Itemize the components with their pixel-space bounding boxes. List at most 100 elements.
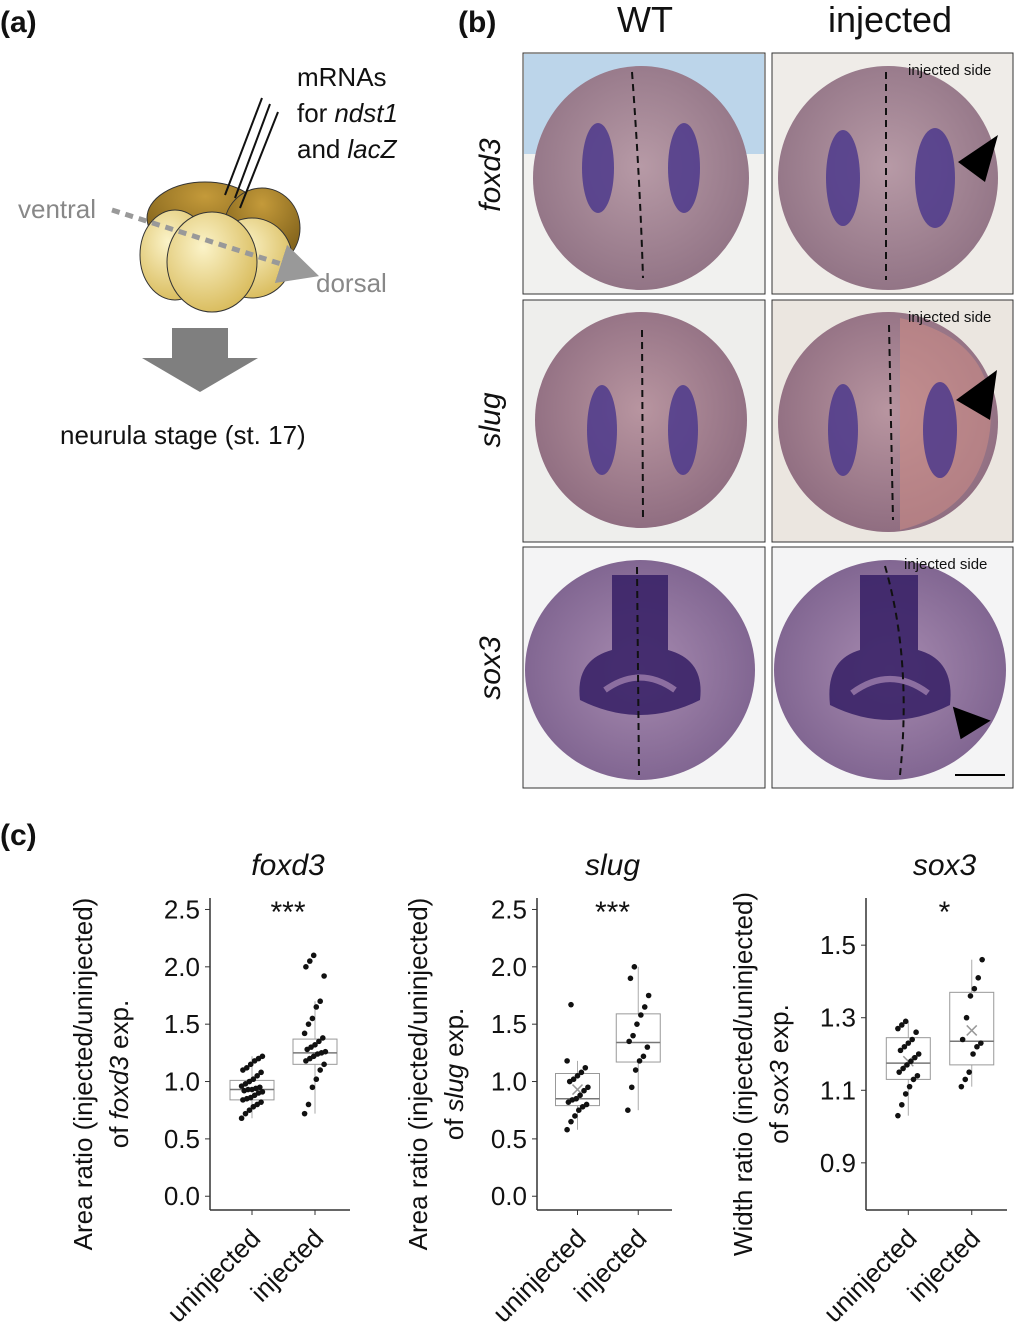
- y-tick-label: 2.5: [164, 894, 200, 924]
- y-tick-label: 1.0: [164, 1067, 200, 1097]
- gene-name: ndst1: [334, 98, 398, 128]
- x-tick-label: uninjected: [487, 1223, 592, 1328]
- data-point: [254, 1072, 260, 1079]
- data-point: [899, 1101, 905, 1108]
- y-tick-label: 0.9: [820, 1148, 856, 1178]
- y-axis-label: Width ratio (injected/uninjected): [728, 892, 758, 1256]
- significance: ***: [270, 896, 305, 929]
- data-point: [309, 1015, 316, 1022]
- data-point: [909, 1036, 915, 1043]
- data-point: [245, 1086, 251, 1093]
- data-point: [583, 1101, 590, 1108]
- data-point: [645, 992, 652, 999]
- y-tick-label: 2.0: [491, 952, 527, 982]
- x-tick-label: injected: [901, 1223, 986, 1308]
- mrna-label: and lacZ: [297, 134, 398, 164]
- annotation: injected side: [908, 62, 991, 79]
- row-header: slug: [474, 392, 507, 447]
- data-point: [904, 1062, 910, 1068]
- data-point: [578, 1069, 585, 1076]
- panel-label: (b): [458, 6, 496, 39]
- data-point: [568, 1001, 574, 1008]
- y-tick-label: 2.0: [164, 952, 200, 982]
- data-point: [896, 1069, 902, 1075]
- data-point: [258, 1099, 264, 1105]
- data-point: [305, 1021, 312, 1027]
- data-point: [644, 1044, 651, 1050]
- data-point: [258, 1069, 264, 1076]
- y-axis-label: of sox3 exp.: [764, 1004, 794, 1144]
- data-point: [971, 985, 978, 992]
- data-point: [564, 1126, 570, 1133]
- data-point: [962, 1076, 969, 1083]
- y-axis-label-part: of: [439, 1118, 469, 1140]
- box: [885, 1037, 931, 1080]
- significance: ***: [595, 896, 630, 929]
- micrograph: [771, 299, 1014, 543]
- data-point: [577, 1092, 583, 1099]
- x-tick-label: uninjected: [818, 1223, 923, 1328]
- data-point: [895, 1112, 901, 1119]
- data-point: [895, 1025, 901, 1032]
- y-tick-label: 1.5: [820, 930, 856, 960]
- annotation: injected side: [904, 556, 987, 573]
- data-point: [313, 1004, 320, 1010]
- y-axis-label: Area ratio (injected/uninjected): [403, 898, 433, 1251]
- column-header: WT: [617, 0, 673, 40]
- embryo-illustration: [111, 97, 320, 392]
- data-point: [250, 1076, 257, 1083]
- y-axis-label-part: sox3: [764, 1060, 794, 1115]
- charts: foxd3 *** Area ratio (injected/uninjected)…: [68, 849, 1007, 1328]
- data-point: [967, 993, 974, 999]
- data-point: [585, 1084, 591, 1091]
- y-tick-label: 1.0: [491, 1067, 527, 1097]
- chart-title: sox3: [913, 849, 977, 882]
- data-point: [581, 1087, 587, 1094]
- data-point: [582, 1064, 589, 1071]
- data-point: [640, 1053, 647, 1060]
- data-point: [313, 1076, 320, 1083]
- y-tick-label: 1.5: [164, 1009, 200, 1039]
- chart-title: foxd3: [251, 849, 325, 882]
- data-point: [641, 1004, 648, 1010]
- data-point: [902, 1018, 909, 1025]
- micrograph: [522, 299, 766, 543]
- data-point: [636, 1058, 643, 1064]
- data-point: [305, 1101, 312, 1108]
- data-point: [630, 1032, 636, 1039]
- data-point: [572, 1113, 578, 1119]
- y-tick-label: 0.0: [491, 1181, 527, 1211]
- data-point: [900, 1065, 906, 1072]
- data-point: [321, 973, 327, 979]
- data-point: [974, 1043, 980, 1050]
- data-point: [242, 1110, 249, 1117]
- data-point: [244, 1064, 250, 1071]
- data-point: [901, 1043, 908, 1050]
- data-point: [301, 1110, 308, 1117]
- data-point: [259, 1089, 266, 1095]
- y-tick-label: 1.5: [491, 1009, 527, 1039]
- box: [292, 1038, 338, 1065]
- y-axis-label-part: of: [104, 1126, 134, 1148]
- data-point: [958, 1083, 965, 1090]
- panel-label: (a): [0, 6, 37, 39]
- y-axis-label: Area ratio (injected/uninjected): [68, 898, 98, 1251]
- data-point: [564, 1058, 570, 1064]
- data-point: [906, 1083, 913, 1090]
- gene-name: lacZ: [347, 134, 397, 164]
- data-point: [316, 1038, 322, 1045]
- axis-label: dorsal: [316, 268, 387, 298]
- data-point: [574, 1072, 581, 1079]
- data-point: [576, 1107, 582, 1114]
- mrna-label: for ndst1: [297, 98, 398, 128]
- micrograph: [522, 546, 766, 789]
- data-point: [975, 975, 982, 981]
- column-header: injected: [828, 0, 952, 40]
- y-tick-label: 0.5: [164, 1124, 200, 1154]
- annotation: injected side: [908, 309, 991, 326]
- data-point: [908, 1058, 914, 1065]
- data-point: [322, 1048, 329, 1055]
- y-axis-label-part: foxd3: [104, 1055, 134, 1119]
- micrograph: [771, 546, 1014, 789]
